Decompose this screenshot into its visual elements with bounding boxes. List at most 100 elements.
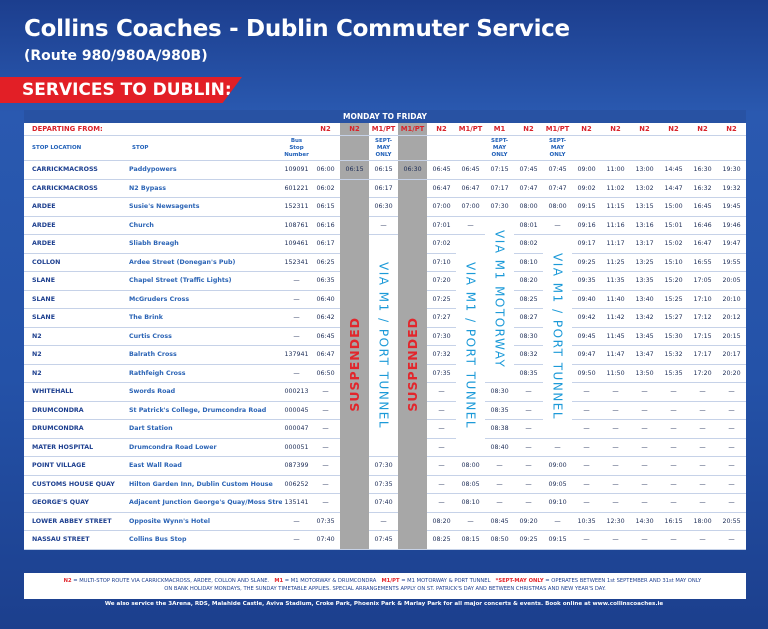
route-code: M1/PT bbox=[456, 123, 486, 136]
departure-time: — bbox=[311, 475, 341, 494]
departure-time: — bbox=[456, 216, 486, 235]
service-note bbox=[398, 135, 428, 161]
departure-time: 08:15 bbox=[456, 530, 486, 550]
stop-location: SLANE bbox=[24, 271, 124, 291]
stop-row: DRUMCONDRA St Patrick's College, Drumcond… bbox=[24, 401, 747, 420]
departure-time: 16:55 bbox=[688, 253, 718, 272]
service-note bbox=[514, 135, 544, 161]
departure-time: — bbox=[717, 530, 747, 550]
banner: SERVICES TO DUBLIN: bbox=[0, 77, 242, 103]
route-note: VIA M1 / PORT TUNNEL bbox=[543, 234, 573, 439]
departure-time: 12:30 bbox=[601, 512, 631, 531]
departure-time: 07:02 bbox=[427, 234, 457, 254]
stop-number: 108761 bbox=[282, 216, 312, 235]
departure-time: 08:35 bbox=[514, 364, 544, 383]
departure-time: 08:10 bbox=[456, 493, 486, 513]
departure-time: 09:17 bbox=[572, 234, 602, 254]
stop-number: 109091 bbox=[282, 160, 312, 180]
departure-time: 07:27 bbox=[427, 308, 457, 328]
stop-row: GEORGE'S QUAY Adjacent Junction George's … bbox=[24, 493, 747, 513]
departure-time: 09:15 bbox=[572, 197, 602, 217]
col-header: Bus Stop Number bbox=[282, 135, 312, 161]
stop-row: N2 Balrath Cross 137941 06:47 07:32 08:32 09:4… bbox=[24, 345, 747, 365]
departure-time: 08:30 bbox=[514, 327, 544, 346]
departure-time: 06:45 bbox=[311, 327, 341, 346]
route-code: N2 bbox=[630, 123, 660, 136]
stop-name: Ardee Street (Donegan's Pub) bbox=[124, 253, 282, 272]
service-note bbox=[340, 135, 370, 161]
departure-time: 13:47 bbox=[630, 345, 660, 365]
departure-time: — bbox=[572, 382, 602, 402]
route-code: N2 bbox=[688, 123, 718, 136]
departure-time: 16:45 bbox=[688, 197, 718, 217]
stop-row: ARDEE Church 108761 06:16—07:01— VIA M1 MOTO… bbox=[24, 216, 747, 383]
departure-time: — bbox=[601, 475, 631, 494]
note-text: = MULTI-STOP ROUTE VIA CARRICKMACROSS, A… bbox=[73, 578, 270, 584]
stop-row: LOWER ABBEY STREET Opposite Wynn's Hotel —… bbox=[24, 512, 747, 531]
departure-time: — bbox=[311, 456, 341, 476]
departure-time: — bbox=[369, 216, 399, 235]
departure-time: 16:47 bbox=[688, 234, 718, 254]
departure-time: — bbox=[311, 438, 341, 457]
service-note bbox=[601, 135, 631, 161]
stop-row: CARRICKMACROSS Paddypowers 109091 06:00 06:1… bbox=[24, 160, 747, 180]
departure-time: 09:05 bbox=[543, 475, 573, 494]
stop-number: 137941 bbox=[282, 345, 312, 365]
departure-time: — bbox=[514, 401, 544, 420]
departure-time: 17:10 bbox=[688, 290, 718, 309]
stop-row: SLANE The Brink —06:42 07:27 08:27 09:42 11:42… bbox=[24, 308, 747, 328]
departure-time: — bbox=[456, 512, 486, 531]
departure-time: 15:35 bbox=[659, 364, 689, 383]
departure-time: 13:17 bbox=[630, 234, 660, 254]
departure-time: 07:45 bbox=[369, 530, 399, 550]
departure-time: 17:12 bbox=[688, 308, 718, 328]
departure-time: — bbox=[572, 475, 602, 494]
departure-time: 09:35 bbox=[572, 271, 602, 291]
stop-location: MATER HOSPITAL bbox=[24, 438, 124, 457]
departure-time: 07:20 bbox=[427, 271, 457, 291]
departure-time: 20:55 bbox=[717, 512, 747, 531]
service-note: SEPT-MAY ONLY bbox=[485, 135, 515, 161]
departure-time: 06:50 bbox=[311, 364, 341, 383]
stop-row: POINT VILLAGE East Wall Road 087399—07:30—… bbox=[24, 456, 747, 476]
stop-location: GEORGE'S QUAY bbox=[24, 493, 124, 513]
departure-time: 19:46 bbox=[717, 216, 747, 235]
stop-number: 087399 bbox=[282, 456, 312, 476]
stop-location: DRUMCONDRA bbox=[24, 401, 124, 420]
departure-time: — bbox=[572, 493, 602, 513]
departure-time: 08:20 bbox=[427, 512, 457, 531]
route-code: N2 bbox=[340, 123, 370, 136]
departure-time: 06:42 bbox=[311, 308, 341, 328]
departure-time: 07:01 bbox=[427, 216, 457, 235]
departure-time: 10:35 bbox=[572, 512, 602, 531]
departure-time: 13:45 bbox=[630, 327, 660, 346]
stop-name: Susie's Newsagents bbox=[124, 197, 282, 217]
stop-number: 000045 bbox=[282, 401, 312, 420]
departure-time: 11:00 bbox=[601, 160, 631, 180]
suspended-text: SUSPENDED bbox=[405, 316, 421, 412]
departure-time: — bbox=[572, 456, 602, 476]
departure-time: 09:00 bbox=[543, 456, 573, 476]
departure-time: 15:25 bbox=[659, 290, 689, 309]
departure-time: — bbox=[427, 475, 457, 494]
stop-location: WHITEHALL bbox=[24, 382, 124, 402]
header-row: DEPARTING FROM: N2 N2 M1/PT M1/PT N2 M1/PT M1 N2… bbox=[24, 123, 747, 136]
stop-name: Hilton Garden Inn, Dublin Custom House bbox=[124, 475, 282, 494]
footer-bottom: We also service the 3Arena, RDS, Malahid… bbox=[104, 601, 664, 607]
route-code: N2 bbox=[514, 123, 544, 136]
route-note: VIA M1 / PORT TUNNEL bbox=[369, 234, 399, 457]
note-key: M1 bbox=[274, 578, 284, 584]
departure-time: 11:50 bbox=[601, 364, 631, 383]
notes-line: N2 = MULTI-STOP ROUTE VIA CARRICKMACROSS… bbox=[24, 577, 746, 585]
route-code: N2 bbox=[601, 123, 631, 136]
stop-number: 109461 bbox=[282, 234, 312, 254]
service-note: SEPT-MAY ONLY bbox=[543, 135, 573, 161]
stop-number: 152311 bbox=[282, 197, 312, 217]
departure-time: — bbox=[601, 456, 631, 476]
departure-time: 07:32 bbox=[427, 345, 457, 365]
departure-time: — bbox=[659, 401, 689, 420]
title: Collins Coaches - Dublin Commuter Servic… bbox=[24, 16, 570, 42]
departure-time: — bbox=[311, 419, 341, 439]
departure-time: 13:40 bbox=[630, 290, 660, 309]
departure-time: 07:25 bbox=[427, 290, 457, 309]
